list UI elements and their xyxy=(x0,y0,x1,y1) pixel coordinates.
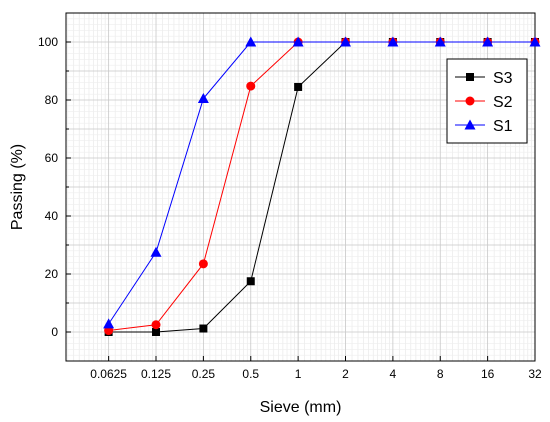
y-axis-title: Passing (%) xyxy=(9,144,26,230)
y-tick-label: 60 xyxy=(45,151,59,165)
legend-label-s1: S1 xyxy=(493,118,513,135)
data-point-s1 xyxy=(387,36,399,47)
x-tick-label: 0.125 xyxy=(141,367,171,381)
y-tick-label: 40 xyxy=(45,209,59,223)
data-point-s1 xyxy=(197,93,209,104)
data-point-s1 xyxy=(529,36,541,47)
x-tick-label: 1 xyxy=(295,367,302,381)
legend-item-s1: S1 xyxy=(455,118,513,135)
x-tick-label: 0.5 xyxy=(242,367,259,381)
x-axis-title: Sieve (mm) xyxy=(260,399,342,416)
data-point-s1 xyxy=(434,36,446,47)
data-point-s1 xyxy=(103,318,115,329)
data-point-s1 xyxy=(292,36,304,47)
series-s1 xyxy=(103,36,541,329)
data-point-s3 xyxy=(199,324,208,333)
legend-marker-s1 xyxy=(464,119,476,130)
data-point-s1 xyxy=(340,36,352,47)
legend-marker-s3 xyxy=(466,73,474,81)
axis-ticks: 0.0625 0.125 0.25 0.5 1 2 4 8 16 32 0 20 40 60 80 100 xyxy=(38,12,542,381)
x-tick-label: 16 xyxy=(481,367,495,381)
legend-label-s2: S2 xyxy=(493,94,513,111)
data-point-s3 xyxy=(152,328,161,336)
data-point-s2 xyxy=(198,259,208,269)
x-tick-label: 2 xyxy=(342,367,349,381)
data-point-s1 xyxy=(150,246,162,257)
x-tick-label: 8 xyxy=(437,367,444,381)
y-tick-label: 0 xyxy=(51,325,58,339)
series-group xyxy=(103,36,541,336)
data-point-s1 xyxy=(482,36,494,47)
x-tick-label: 0.25 xyxy=(192,367,216,381)
legend: S3 S2 S1 xyxy=(446,58,528,144)
series-line-s1 xyxy=(108,41,535,325)
x-tick-label: 32 xyxy=(528,367,542,381)
legend-item-s3: S3 xyxy=(455,70,513,87)
legend-item-s2: S2 xyxy=(455,94,513,111)
data-point-s3 xyxy=(294,82,303,91)
y-tick-label: 20 xyxy=(45,267,59,281)
x-tick-label: 4 xyxy=(390,367,397,381)
x-tick-label: 0.0625 xyxy=(90,367,127,381)
data-point-s2 xyxy=(151,320,161,330)
y-tick-label: 80 xyxy=(45,93,59,107)
y-tick-label: 100 xyxy=(38,35,58,49)
data-point-s2 xyxy=(246,81,256,91)
data-point-s3 xyxy=(246,277,255,286)
data-point-s1 xyxy=(245,36,257,47)
legend-marker-s2 xyxy=(465,96,475,106)
legend-label-s3: S3 xyxy=(493,70,513,87)
